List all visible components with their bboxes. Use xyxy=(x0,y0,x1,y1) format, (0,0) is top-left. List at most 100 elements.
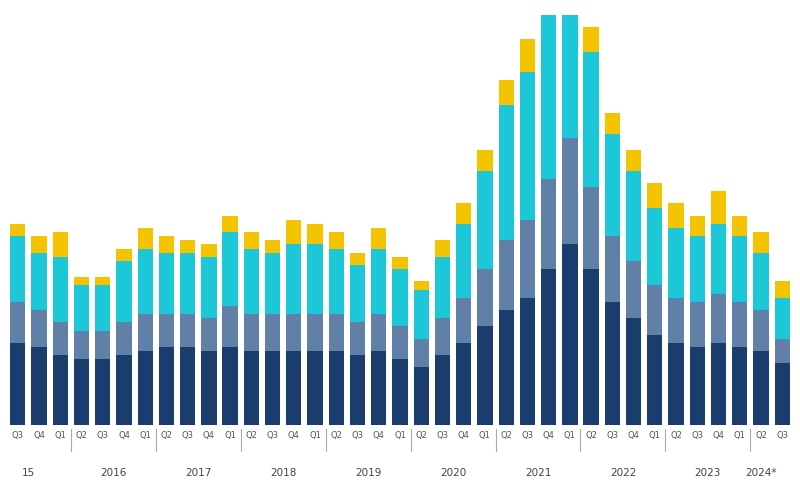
Bar xyxy=(158,252,174,314)
Bar xyxy=(754,232,769,252)
Text: 2017: 2017 xyxy=(185,468,211,478)
Bar xyxy=(307,245,322,314)
Bar xyxy=(583,187,598,269)
Bar xyxy=(10,236,26,302)
Bar xyxy=(754,310,769,351)
Bar xyxy=(520,298,535,425)
Bar xyxy=(265,351,280,425)
Bar xyxy=(520,220,535,298)
Bar xyxy=(286,245,302,314)
Bar xyxy=(116,248,132,261)
Bar xyxy=(690,216,705,236)
Bar xyxy=(31,347,46,425)
Bar xyxy=(626,170,642,261)
Bar xyxy=(329,232,344,248)
Bar xyxy=(647,334,662,425)
Bar xyxy=(10,343,26,425)
Bar xyxy=(690,347,705,425)
Bar xyxy=(774,298,790,339)
Bar xyxy=(711,293,726,343)
Bar xyxy=(414,289,429,339)
Bar xyxy=(520,72,535,220)
Bar xyxy=(222,306,238,347)
Bar xyxy=(307,224,322,245)
Bar xyxy=(541,15,556,179)
Bar xyxy=(202,257,217,318)
Bar xyxy=(95,330,110,359)
Bar xyxy=(158,236,174,252)
Bar xyxy=(435,355,450,425)
Bar xyxy=(180,252,195,314)
Bar xyxy=(392,257,408,269)
Bar xyxy=(138,228,153,248)
Bar xyxy=(774,339,790,364)
Bar xyxy=(456,343,471,425)
Bar xyxy=(414,339,429,368)
Bar xyxy=(711,224,726,293)
Bar xyxy=(668,228,684,298)
Bar xyxy=(95,286,110,330)
Text: 2018: 2018 xyxy=(270,468,297,478)
Bar xyxy=(626,150,642,170)
Bar xyxy=(498,241,514,310)
Bar xyxy=(605,236,620,302)
Text: 2016: 2016 xyxy=(100,468,126,478)
Bar xyxy=(286,314,302,351)
Bar xyxy=(690,236,705,302)
Bar xyxy=(329,351,344,425)
Bar xyxy=(286,351,302,425)
Bar xyxy=(583,52,598,187)
Bar xyxy=(202,318,217,351)
Bar xyxy=(732,216,747,236)
Bar xyxy=(647,183,662,207)
Text: 2024*: 2024* xyxy=(746,468,777,478)
Bar xyxy=(95,359,110,425)
Bar xyxy=(520,40,535,72)
Bar xyxy=(668,204,684,228)
Bar xyxy=(307,314,322,351)
Bar xyxy=(74,330,89,359)
Bar xyxy=(222,232,238,306)
Bar xyxy=(371,228,386,248)
Bar xyxy=(265,241,280,252)
Bar xyxy=(74,359,89,425)
Bar xyxy=(392,269,408,327)
Bar xyxy=(541,179,556,269)
Bar xyxy=(31,252,46,310)
Bar xyxy=(562,0,578,138)
Bar xyxy=(541,0,556,15)
Bar xyxy=(222,347,238,425)
Bar xyxy=(414,368,429,425)
Bar xyxy=(732,236,747,302)
Bar xyxy=(180,314,195,347)
Bar xyxy=(562,245,578,425)
Bar xyxy=(626,318,642,425)
Bar xyxy=(329,314,344,351)
Bar xyxy=(498,105,514,241)
Bar xyxy=(53,355,68,425)
Bar xyxy=(732,302,747,347)
Bar xyxy=(478,327,493,425)
Bar xyxy=(711,343,726,425)
Bar xyxy=(53,323,68,355)
Bar xyxy=(53,257,68,323)
Text: 2020: 2020 xyxy=(440,468,466,478)
Bar xyxy=(350,252,365,265)
Bar xyxy=(286,220,302,245)
Bar xyxy=(647,286,662,334)
Bar xyxy=(456,298,471,343)
Bar xyxy=(244,232,259,248)
Text: 15: 15 xyxy=(22,468,35,478)
Bar xyxy=(478,269,493,327)
Bar xyxy=(116,323,132,355)
Bar xyxy=(435,257,450,318)
Bar xyxy=(478,150,493,170)
Bar xyxy=(371,248,386,314)
Bar xyxy=(435,318,450,355)
Bar xyxy=(138,351,153,425)
Bar xyxy=(435,241,450,257)
Bar xyxy=(456,224,471,298)
Bar xyxy=(754,351,769,425)
Bar xyxy=(31,310,46,347)
Bar xyxy=(774,364,790,425)
